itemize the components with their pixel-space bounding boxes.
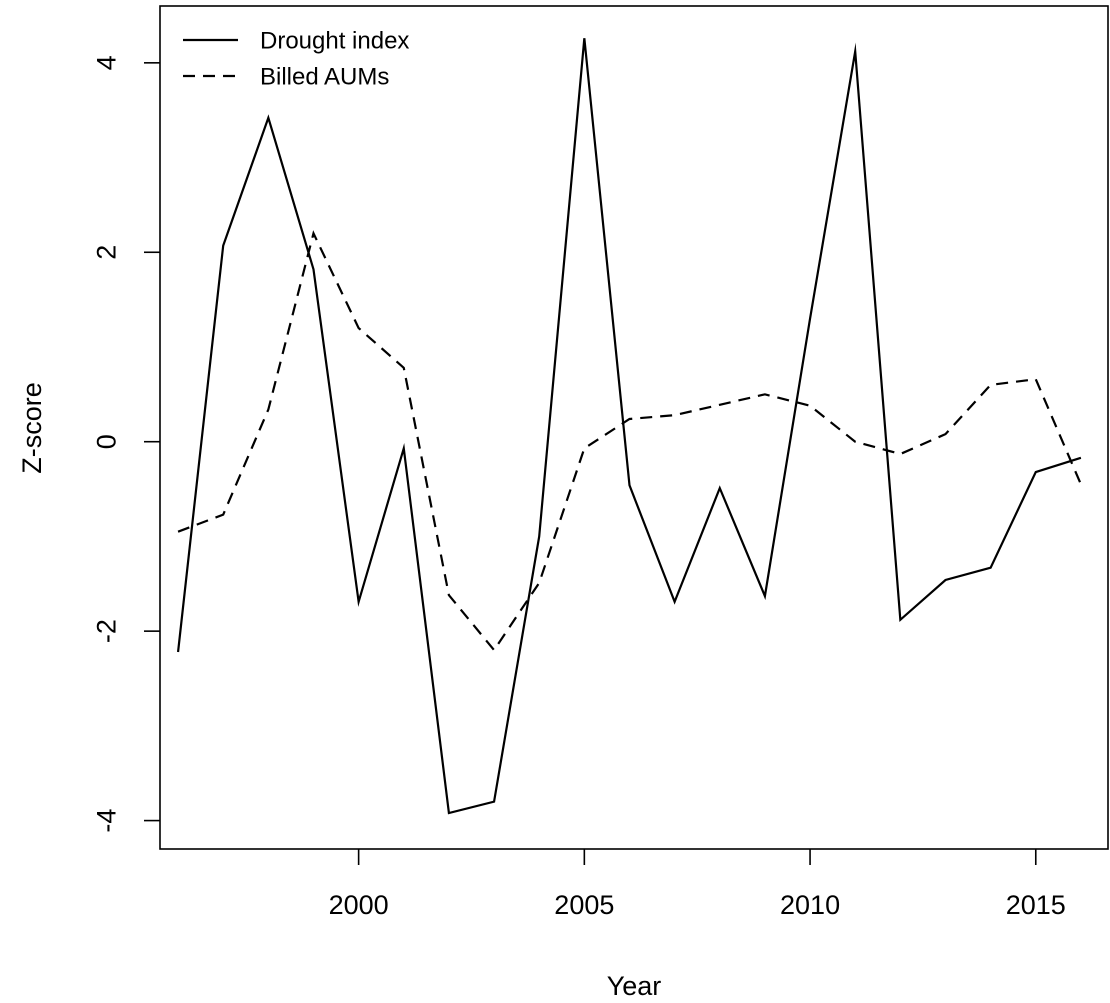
y-axis: -4 -2 0 2 4	[91, 55, 160, 833]
x-tick-label: 2010	[780, 890, 840, 920]
plot-frame	[159, 5, 1109, 850]
y-axis-title: Z-score	[17, 382, 47, 474]
y-tick-label: 2	[91, 245, 121, 260]
legend: Drought index Billed AUMs	[183, 27, 409, 90]
x-axis: 2000 2005 2010 2015	[329, 849, 1066, 920]
legend-label-1: Drought index	[260, 27, 409, 54]
legend-label-2: Billed AUMs	[260, 63, 389, 90]
series-line-1	[176, 38, 1082, 815]
y-tick-label: 4	[91, 55, 121, 70]
y-tick-label: -2	[91, 619, 121, 643]
x-tick-label: 2015	[1006, 890, 1066, 920]
x-tick-label: 2005	[554, 890, 614, 920]
y-tick-label: 0	[91, 434, 121, 449]
series-layer	[176, 38, 1082, 815]
series-line-2	[177, 230, 1082, 652]
x-axis-title: Year	[607, 971, 662, 1001]
x-tick-label: 2000	[329, 890, 389, 920]
y-tick-label: -4	[91, 809, 121, 833]
